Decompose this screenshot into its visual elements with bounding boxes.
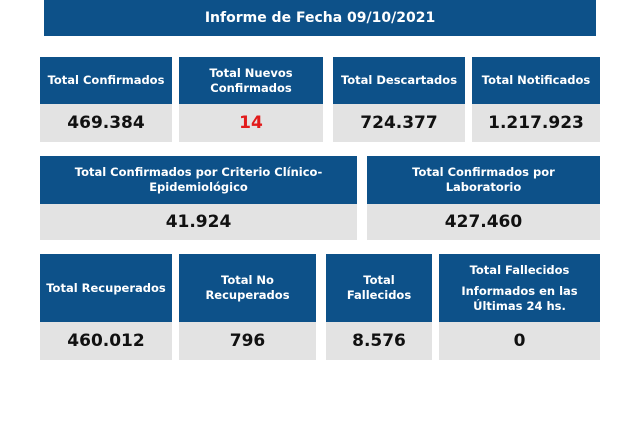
card-value: 41.924: [40, 204, 357, 240]
card-label: Total Confirmados por Criterio Clínico-E…: [40, 156, 357, 204]
card-label: Total Recuperados: [40, 254, 172, 322]
report-title: Informe de Fecha 09/10/2021: [44, 0, 596, 36]
card-total-descartados: Total Descartados 724.377: [333, 57, 465, 142]
card-total-nuevos-confirmados: Total Nuevos Confirmados 14: [179, 57, 323, 142]
card-value: 1.217.923: [472, 104, 600, 142]
card-value: 469.384: [40, 104, 172, 142]
card-fallecidos-24hs: Total Fallecidos Informados en las Últim…: [439, 254, 600, 360]
card-label: Total Confirmados por Laboratorio: [367, 156, 600, 204]
card-total-fallecidos: Total Fallecidos 8.576: [326, 254, 432, 360]
card-value: 14: [179, 104, 323, 142]
card-label: Total Descartados: [333, 57, 465, 104]
card-value: 460.012: [40, 322, 172, 360]
card-confirmados-laboratorio: Total Confirmados por Laboratorio 427.46…: [367, 156, 600, 240]
card-value: 0: [439, 322, 600, 360]
card-value: 724.377: [333, 104, 465, 142]
card-label: Total Fallecidos: [469, 262, 570, 277]
card-label: Total No Recuperados: [179, 254, 316, 322]
card-total-notificados: Total Notificados 1.217.923: [472, 57, 600, 142]
card-label: Total Confirmados: [40, 57, 172, 104]
card-label: Total Fallecidos: [326, 254, 432, 322]
card-total-recuperados: Total Recuperados 460.012: [40, 254, 172, 360]
card-value: 796: [179, 322, 316, 360]
card-label: Total Nuevos Confirmados: [179, 57, 323, 104]
card-sublabel: Informados en las Últimas 24 hs.: [461, 283, 578, 313]
card-value: 427.460: [367, 204, 600, 240]
card-value: 8.576: [326, 322, 432, 360]
card-total-no-recuperados: Total No Recuperados 796: [179, 254, 316, 360]
card-total-confirmados: Total Confirmados 469.384: [40, 57, 172, 142]
card-confirmados-clinico: Total Confirmados por Criterio Clínico-E…: [40, 156, 357, 240]
card-label: Total Notificados: [472, 57, 600, 104]
card-label-group: Total Fallecidos Informados en las Últim…: [439, 254, 600, 322]
